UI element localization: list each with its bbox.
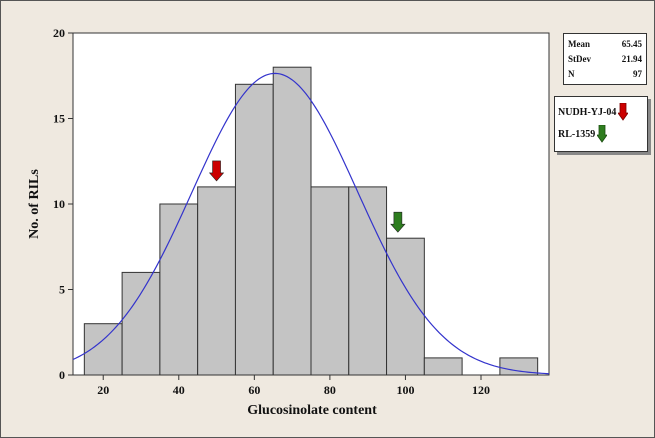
histogram-bar xyxy=(348,186,388,376)
y-tick-label: 0 xyxy=(59,368,65,382)
red-down-arrow-icon xyxy=(618,103,629,121)
y-axis-label: No. of RILs xyxy=(27,169,42,239)
y-tick-label: 10 xyxy=(53,197,65,211)
legend-label: RL-1359 xyxy=(558,128,596,140)
histogram-bar xyxy=(272,66,312,376)
legend-item-nudh: NUDH-YJ-04 xyxy=(558,101,644,123)
x-tick-label: 60 xyxy=(248,383,260,397)
stats-row-stdev: StDev 21.94 xyxy=(568,52,642,67)
y-tick-label: 5 xyxy=(59,283,65,297)
green-down-arrow-icon xyxy=(597,125,608,143)
x-tick-label: 20 xyxy=(97,383,109,397)
legend-label: NUDH-YJ-04 xyxy=(558,106,617,118)
y-tick-label: 15 xyxy=(53,112,65,126)
stats-value: 97 xyxy=(633,69,642,79)
stats-label: N xyxy=(568,69,575,79)
histogram-bar xyxy=(197,186,236,376)
x-axis-label: Glucosinolate content xyxy=(247,403,377,418)
stats-value: 21.94 xyxy=(621,54,642,64)
stats-value: 65.45 xyxy=(621,39,642,49)
histogram-bar xyxy=(121,271,161,376)
stats-row-mean: Mean 65.45 xyxy=(568,37,642,52)
histogram-bar xyxy=(310,186,350,376)
x-tick-label: 40 xyxy=(173,383,185,397)
marker-arrow-icon xyxy=(208,160,225,182)
x-tick-label: 120 xyxy=(472,383,490,397)
x-tick-label: 80 xyxy=(324,383,336,397)
normal-fit-curve xyxy=(72,72,550,375)
legend-box: NUDH-YJ-04 RL-1359 xyxy=(554,96,648,152)
histogram-bar xyxy=(423,357,463,376)
stats-box: Mean 65.45 StDev 21.94 N 97 xyxy=(563,33,647,85)
x-tick-label: 100 xyxy=(396,383,414,397)
histogram-bar xyxy=(499,357,539,376)
legend-item-rl: RL-1359 xyxy=(558,123,644,145)
marker-arrow-icon xyxy=(390,211,406,233)
stats-label: StDev xyxy=(568,54,591,64)
histogram-bar xyxy=(386,237,425,376)
histogram-bar xyxy=(159,203,199,376)
histogram-bar xyxy=(234,83,274,376)
stats-label: Mean xyxy=(568,39,590,49)
y-tick-label: 20 xyxy=(53,26,65,40)
stats-row-n: N 97 xyxy=(568,67,642,82)
